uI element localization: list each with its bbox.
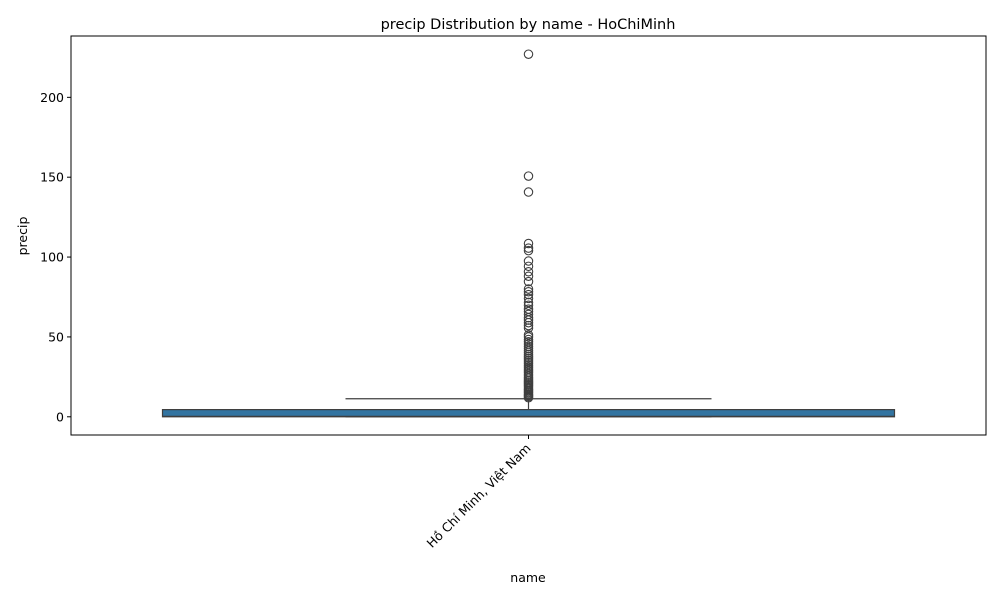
y-tick-label: 150 bbox=[40, 170, 64, 185]
outlier-point bbox=[523, 297, 534, 308]
outlier-point bbox=[523, 276, 534, 287]
outlier-point bbox=[523, 245, 534, 256]
x-tick-label: Hồ Chí Minh, Việt Nam bbox=[424, 441, 534, 551]
y-axis-label: precip bbox=[15, 217, 30, 256]
outlier-layer bbox=[523, 49, 534, 403]
outlier-point bbox=[523, 332, 534, 342]
outlier-point bbox=[523, 284, 534, 294]
outlier-point bbox=[523, 243, 534, 253]
outlier-point bbox=[523, 315, 534, 325]
y-tick-label: 50 bbox=[48, 329, 64, 344]
outlier-point bbox=[523, 289, 534, 300]
outlier-point bbox=[523, 320, 534, 331]
outlier-point bbox=[523, 393, 534, 403]
outlier-point bbox=[523, 238, 534, 249]
y-tick-label: 0 bbox=[56, 409, 64, 424]
x-axis: Hồ Chí Minh, Việt Nam bbox=[424, 435, 534, 551]
outlier-point bbox=[523, 313, 534, 323]
outlier-point bbox=[523, 256, 534, 266]
outlier-point bbox=[523, 293, 534, 304]
outlier-point bbox=[523, 286, 534, 297]
chart-title: precip Distribution by name - HoChiMinh bbox=[381, 17, 676, 33]
y-axis: 0 50 100 150 200 bbox=[40, 90, 71, 424]
outlier-point bbox=[523, 271, 534, 281]
y-tick-label: 200 bbox=[40, 90, 64, 105]
outlier-point bbox=[523, 317, 534, 328]
outlier-point bbox=[523, 171, 534, 181]
x-axis-label: name bbox=[510, 570, 546, 585]
outlier-point bbox=[523, 300, 534, 311]
box-layer bbox=[161, 398, 896, 418]
outlier-point bbox=[523, 261, 534, 272]
outlier-point bbox=[523, 49, 534, 59]
y-tick-label: 100 bbox=[40, 250, 64, 265]
outlier-point bbox=[523, 267, 534, 277]
outlier-point bbox=[523, 187, 534, 197]
